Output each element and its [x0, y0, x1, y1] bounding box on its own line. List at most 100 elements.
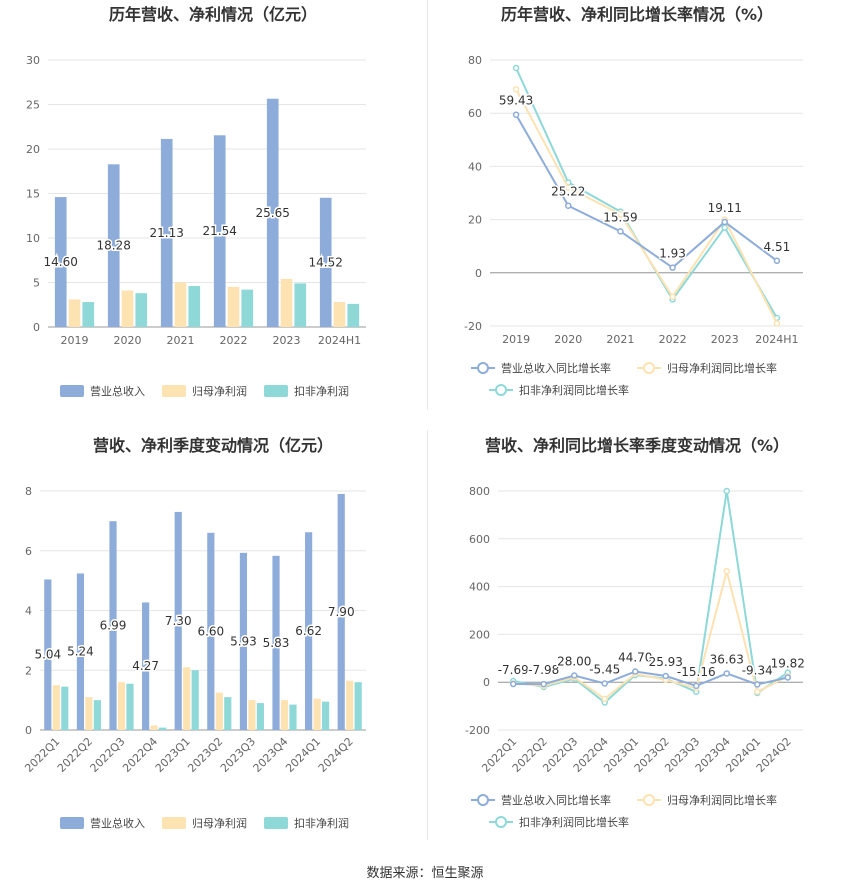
- legend-swatch: [162, 817, 186, 829]
- bar-parent-profit: [333, 302, 346, 327]
- data-label-halo: 6.62: [295, 624, 322, 638]
- series-line-revenue: [513, 670, 788, 687]
- data-label: -9.34: [742, 663, 773, 677]
- legend-label: 归母净利润同比增长率: [667, 361, 777, 375]
- data-label: 5.93: [230, 634, 257, 648]
- data-label: 6.99: [100, 619, 127, 633]
- bar-parent-profit: [227, 286, 240, 327]
- x-tick-label: 2022: [220, 334, 248, 347]
- data-label: -15.16: [677, 665, 716, 679]
- series-point: [662, 672, 669, 680]
- data-label: 59.43: [499, 94, 533, 108]
- data-label: 21.54: [203, 224, 237, 238]
- data-label-halo: 6.60: [197, 624, 224, 638]
- legend-marker: [643, 362, 655, 374]
- y-tick-label: 15: [26, 188, 40, 201]
- bar-revenue: [54, 197, 67, 327]
- x-tick-label: 2024Q1: [283, 735, 323, 775]
- bar-nonrecurring-profit: [241, 289, 254, 327]
- bar-nonrecurring-profit: [135, 293, 148, 327]
- legend-label: 扣非净利润同比增长率: [519, 383, 629, 397]
- legend-label: 扣非净利润: [294, 384, 349, 398]
- series-point: [601, 680, 608, 687]
- data-label: 19.11: [708, 201, 742, 215]
- series-point: [754, 681, 761, 688]
- series-point: [721, 224, 728, 231]
- bar-parent-profit: [174, 282, 187, 327]
- data-label: 4.51: [764, 240, 791, 254]
- bar-revenue: [107, 164, 120, 327]
- data-label: 7.90: [328, 605, 355, 619]
- x-tick-label: 2022Q3: [88, 735, 128, 775]
- data-label: 14.52: [309, 255, 343, 269]
- legend-marker: [495, 816, 507, 828]
- bar-parent-profit: [117, 682, 126, 730]
- data-source-note: 数据来源：恒生聚源: [366, 866, 484, 881]
- bar-nonrecurring-profit: [126, 683, 134, 730]
- data-label: -5.45: [589, 663, 620, 677]
- data-label-halo: -7.98: [528, 663, 559, 677]
- bar-nonrecurring-profit: [294, 283, 307, 327]
- series-point: [773, 257, 781, 265]
- legend-marker: [477, 362, 489, 374]
- y-tick-label: 200: [469, 628, 490, 641]
- data-label-halo: 5.93: [230, 634, 257, 648]
- bar-nonrecurring-profit: [354, 682, 362, 730]
- x-tick-label: 2024H1: [318, 334, 361, 347]
- bar-nonrecurring-profit: [61, 686, 69, 730]
- data-label-halo: -5.45: [589, 663, 620, 677]
- bar-parent-profit: [215, 692, 223, 730]
- series-point: [512, 111, 520, 118]
- data-label-halo: 21.13: [150, 226, 184, 240]
- x-tick-label: 2022Q2: [55, 735, 95, 775]
- x-tick-label: 2021: [606, 333, 634, 346]
- chart-annual-growth: 历年营收、净利同比增长率情况（%） -20 0 20 40 60 80 2019 2020 202…: [464, 5, 803, 397]
- bar-revenue: [174, 511, 182, 730]
- data-label: 28.00: [557, 655, 591, 669]
- x-tick-label: 2023Q4: [251, 735, 291, 775]
- data-label: 7.30: [165, 614, 192, 628]
- bar-revenue: [319, 197, 332, 327]
- bar-nonrecurring-profit: [347, 303, 360, 327]
- series-point: [693, 682, 700, 690]
- data-label: 5.04: [34, 648, 61, 662]
- data-label: 1.93: [659, 247, 686, 261]
- x-tick-label: 2020: [114, 334, 142, 347]
- chart-title: 历年营收、净利情况（亿元）: [109, 5, 317, 24]
- data-label: -7.98: [528, 663, 559, 677]
- bar-revenue: [44, 579, 52, 730]
- x-tick-label: 2019: [61, 334, 89, 347]
- y-tick-label: 400: [469, 581, 490, 594]
- x-tick-label: 2020: [554, 333, 582, 346]
- data-label-halo: 15.59: [603, 210, 637, 224]
- bar-revenue: [109, 521, 117, 730]
- series-point: [565, 184, 572, 191]
- series-point: [617, 211, 624, 218]
- legend-label: 营业总收入同比增长率: [501, 361, 611, 375]
- chart-annual-amount: 历年营收、净利情况（亿元） 0 5 10 15 20 25 30 2019 2020 2021 202…: [26, 5, 366, 398]
- y-tick-label: 25: [26, 99, 40, 112]
- bar-nonrecurring-profit: [93, 700, 101, 730]
- bar-nonrecurring-profit: [289, 704, 297, 730]
- series-point: [721, 218, 728, 226]
- data-label: 14.60: [44, 255, 78, 269]
- y-tick-label: 80: [468, 54, 482, 67]
- data-label-halo: 59.43: [499, 94, 533, 108]
- data-label-halo: 6.99: [100, 619, 127, 633]
- legend-label: 归母净利润: [192, 816, 247, 830]
- series-point: [632, 668, 639, 675]
- y-tick-label: 8: [25, 485, 32, 498]
- y-tick-label: 2: [25, 664, 32, 677]
- legend-label: 归母净利润同比增长率: [667, 793, 777, 807]
- data-label: 25.93: [649, 655, 683, 669]
- data-label-halo: 5.04: [34, 648, 61, 662]
- bar-revenue: [213, 135, 226, 327]
- bar-nonrecurring-profit: [224, 697, 232, 730]
- chart-title: 历年营收、净利同比增长率情况（%）: [501, 5, 773, 24]
- data-label-halo: 21.54: [203, 224, 237, 238]
- y-tick-label: 60: [468, 107, 482, 120]
- chart-quarterly-growth: 营收、净利同比增长率季度变动情况（%）-20002004006008002022…: [465, 436, 806, 829]
- bar-nonrecurring-profit: [321, 701, 330, 730]
- data-label: -7.69: [498, 663, 529, 677]
